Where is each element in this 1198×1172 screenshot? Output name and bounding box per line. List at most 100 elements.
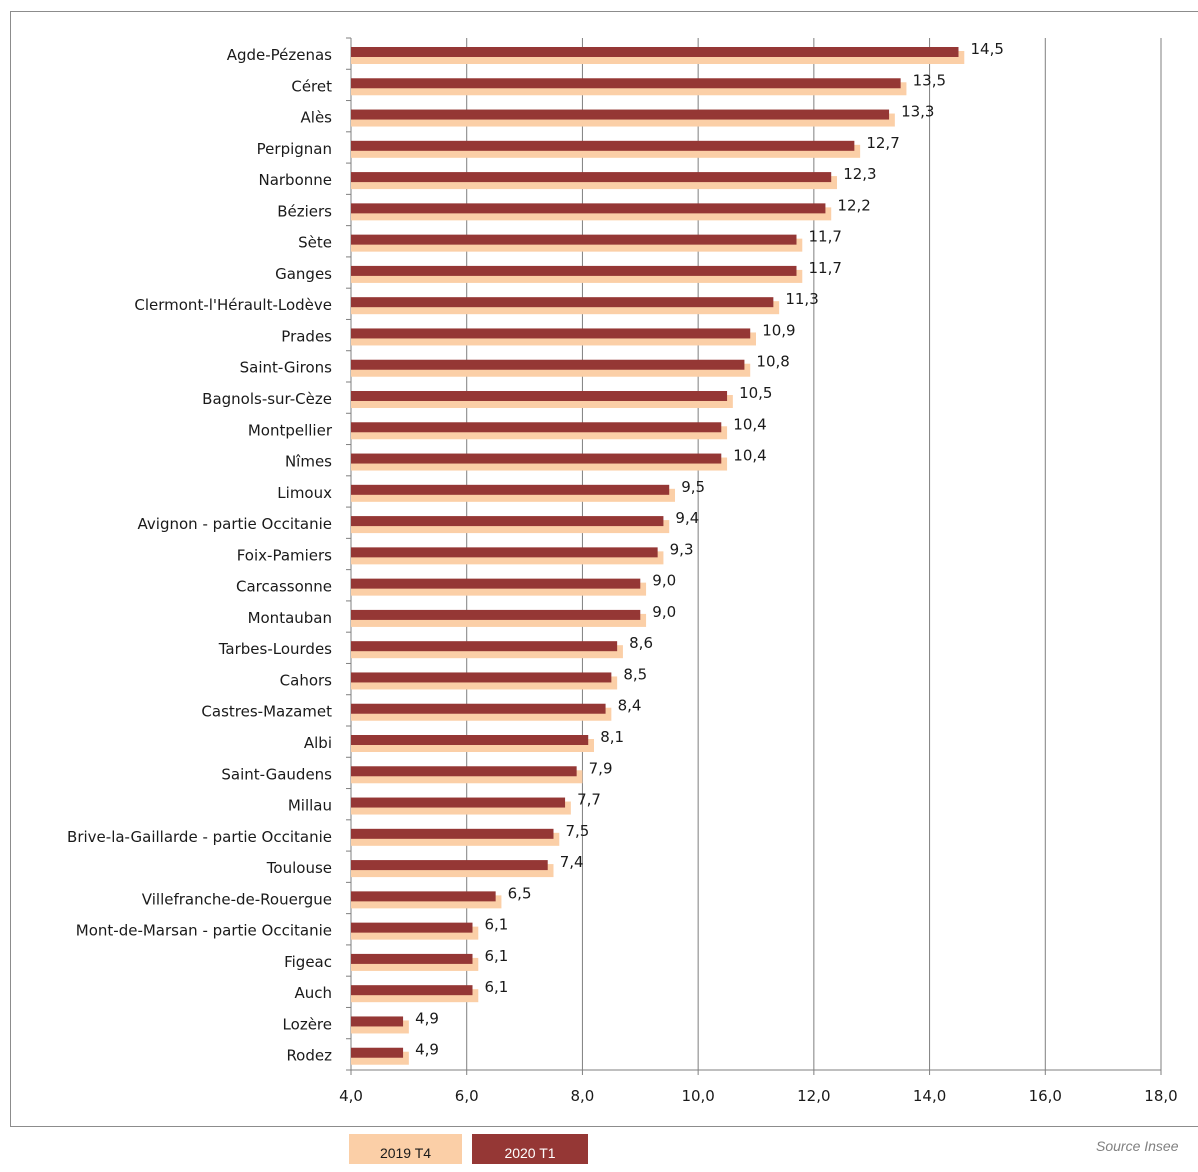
- legend-2019-t4: 2019 T4: [349, 1134, 462, 1164]
- bar-2020-t1: [351, 516, 664, 527]
- category-label: Céret: [291, 77, 332, 95]
- bar-chart: 4,0 6,0 8,0 10,0 12,0 14,0 16,0 18,0 14,5 Agde-Pé…: [67, 37, 1178, 1105]
- category-label: Villefranche-de-Rouergue: [142, 890, 332, 908]
- bar-2020-t1: [351, 766, 577, 777]
- x-tick-label: 12,0: [797, 1087, 830, 1105]
- data-label: 6,1: [485, 916, 509, 934]
- category-label: Rodez: [286, 1047, 332, 1065]
- data-label: 13,5: [913, 71, 946, 89]
- bar-2020-t1: [351, 891, 496, 902]
- category-label: Agde-Pézenas: [227, 46, 332, 64]
- category-label: Brive-la-Gaillarde - partie Occitanie: [67, 828, 332, 846]
- bar-2020-t1: [351, 578, 641, 589]
- category-label: Tarbes-Lourdes: [218, 640, 332, 658]
- data-label: 10,5: [739, 384, 772, 402]
- data-label: 8,1: [600, 728, 624, 746]
- bar-2020-t1: [351, 359, 745, 370]
- bar-2020-t1: [351, 860, 548, 871]
- category-label: Auch: [294, 984, 332, 1002]
- bar-2020-t1: [351, 922, 473, 933]
- category-label: Saint-Girons: [240, 359, 333, 377]
- data-label: 8,6: [629, 634, 653, 652]
- bar-2020-t1: [351, 641, 618, 652]
- category-label: Saint-Gaudens: [221, 765, 332, 783]
- category-label: Narbonne: [258, 171, 332, 189]
- data-label: 12,3: [843, 165, 876, 183]
- category-label: Toulouse: [266, 859, 332, 877]
- data-label: 14,5: [971, 40, 1004, 58]
- bar-2020-t1: [351, 203, 826, 214]
- category-label: Bagnols-sur-Cèze: [202, 390, 332, 408]
- data-label: 10,9: [762, 321, 795, 339]
- data-label: 7,5: [566, 822, 590, 840]
- category-label: Figeac: [284, 953, 332, 971]
- x-tick-label: 14,0: [913, 1087, 946, 1105]
- bar-2020-t1: [351, 172, 832, 183]
- bar-2020-t1: [351, 422, 722, 433]
- category-label: Millau: [288, 797, 332, 815]
- bar-2020-t1: [351, 985, 473, 996]
- bar-2020-t1: [351, 78, 901, 89]
- x-tick-label: 6,0: [455, 1087, 479, 1105]
- data-label: 11,7: [809, 228, 842, 246]
- bar-2020-t1: [351, 297, 774, 308]
- bar-2020-t1: [351, 797, 566, 808]
- category-label: Ganges: [275, 265, 332, 283]
- category-label: Sète: [298, 234, 332, 252]
- category-label: Montauban: [248, 609, 332, 627]
- category-label: Perpignan: [257, 140, 332, 158]
- data-label: 4,9: [415, 1041, 439, 1059]
- chart-frame: [10, 11, 1198, 1127]
- data-label: 7,7: [577, 791, 601, 809]
- category-label: Foix-Pamiers: [237, 546, 332, 564]
- data-label: 9,4: [675, 509, 699, 527]
- category-label: Albi: [304, 734, 332, 752]
- data-label: 7,9: [589, 759, 613, 777]
- x-tick-label: 18,0: [1144, 1087, 1177, 1105]
- bar-2020-t1: [351, 735, 589, 745]
- bar-2020-t1: [351, 828, 554, 839]
- bar-2020-t1: [351, 265, 797, 276]
- data-label: 6,1: [485, 978, 509, 996]
- bar-2020-t1: [351, 547, 658, 558]
- data-label: 11,7: [809, 259, 842, 277]
- category-label: Nîmes: [285, 453, 332, 471]
- category-label: Cahors: [280, 671, 333, 689]
- category-label: Avignon - partie Occitanie: [138, 515, 332, 533]
- bar-2020-t1: [351, 672, 612, 683]
- x-tick-label: 4,0: [339, 1087, 363, 1105]
- data-label: 12,7: [866, 134, 899, 152]
- data-label: 9,0: [652, 572, 676, 590]
- data-label: 9,3: [670, 540, 694, 558]
- category-label: Carcassonne: [236, 578, 332, 596]
- x-tick-label: 8,0: [570, 1087, 594, 1105]
- data-label: 10,4: [733, 447, 766, 465]
- bar-2020-t1: [351, 953, 473, 964]
- bar-2020-t1: [351, 703, 606, 714]
- category-label: Prades: [281, 327, 332, 345]
- data-label: 9,5: [681, 478, 705, 496]
- bar-2020-t1: [351, 140, 855, 151]
- legend-2020-t1: 2020 T1: [472, 1134, 588, 1164]
- category-label: Clermont-l'Hérault-Lodève: [134, 296, 332, 314]
- data-label: 9,0: [652, 603, 676, 621]
- data-label: 10,4: [733, 415, 766, 433]
- bar-2020-t1: [351, 484, 670, 495]
- category-label: Mont-de-Marsan - partie Occitanie: [76, 922, 332, 940]
- data-label: 6,5: [508, 884, 532, 902]
- data-label: 13,3: [901, 103, 934, 121]
- bar-2020-t1: [351, 328, 751, 339]
- data-label: 4,9: [415, 1009, 439, 1027]
- bar-2020-t1: [351, 391, 728, 401]
- category-label: Castres-Mazamet: [201, 703, 332, 721]
- data-label: 7,4: [560, 853, 584, 871]
- bar-2020-t1: [351, 609, 641, 620]
- category-label: Limoux: [277, 484, 332, 502]
- data-label: 12,2: [837, 196, 870, 214]
- data-label: 11,3: [785, 290, 818, 308]
- category-label: Montpellier: [248, 421, 333, 439]
- data-label: 6,1: [485, 947, 509, 965]
- category-label: Béziers: [277, 202, 332, 220]
- bar-2020-t1: [351, 453, 722, 464]
- source-note: Source Insee: [1096, 1138, 1179, 1154]
